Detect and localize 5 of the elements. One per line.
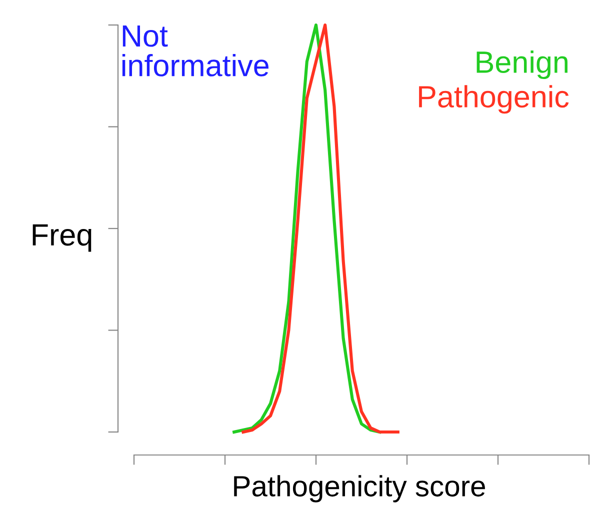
x-axis-title: Pathogenicity score: [234, 475, 485, 502]
annotation: Not informative: [122, 25, 268, 76]
text: Pathogenic: [419, 85, 569, 114]
text: Benign: [476, 50, 568, 80]
y-axis-title: Freq: [32, 224, 92, 252]
